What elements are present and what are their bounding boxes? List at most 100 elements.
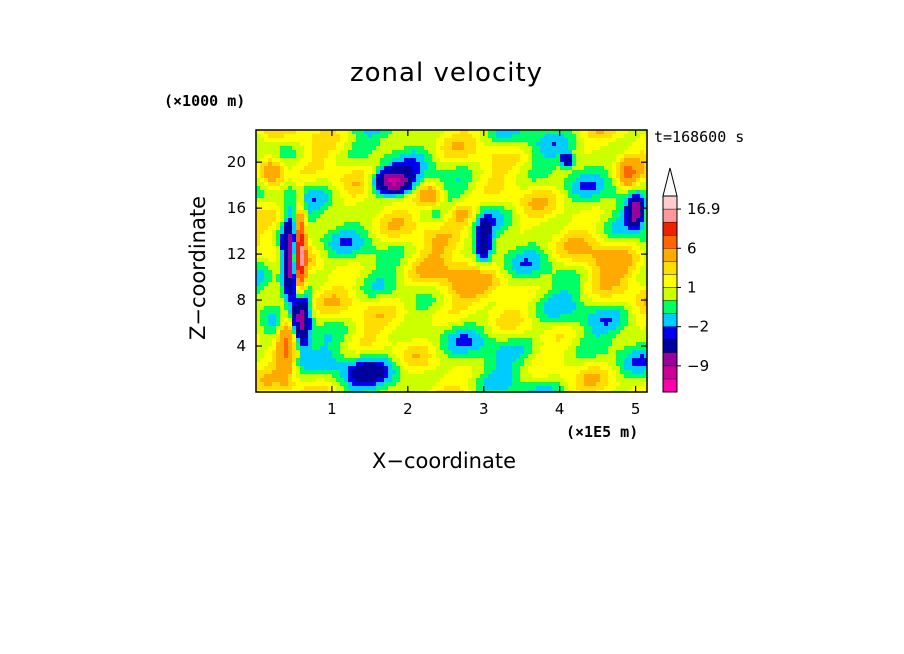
heatmap-cell <box>260 258 265 263</box>
heatmap-cell <box>632 162 637 167</box>
heatmap-cell <box>512 290 517 295</box>
heatmap-cell <box>544 210 549 215</box>
heatmap-cell <box>428 330 433 335</box>
heatmap-cell <box>500 302 505 307</box>
heatmap-cell <box>488 254 493 259</box>
heatmap-cell <box>356 310 361 315</box>
heatmap-cell <box>268 270 273 275</box>
heatmap-cell <box>332 162 337 167</box>
heatmap-cell <box>576 270 581 275</box>
heatmap-cell <box>344 290 349 295</box>
heatmap-cell <box>520 218 525 223</box>
heatmap-cell <box>304 218 309 223</box>
heatmap-cell <box>280 222 285 227</box>
heatmap-cell <box>312 130 317 135</box>
heatmap-cell <box>472 178 477 183</box>
heatmap-cell <box>384 130 389 135</box>
heatmap-cell <box>260 330 265 335</box>
heatmap-cell <box>272 326 277 331</box>
heatmap-cell <box>272 170 277 175</box>
heatmap-cell <box>564 158 569 163</box>
heatmap-cell <box>612 174 617 179</box>
heatmap-cell <box>600 206 605 211</box>
heatmap-cell <box>632 190 637 195</box>
heatmap-cell <box>296 302 301 307</box>
heatmap-cell <box>348 278 353 283</box>
heatmap-cell <box>352 322 357 327</box>
heatmap-cell <box>524 166 529 171</box>
heatmap-cell <box>524 298 529 303</box>
heatmap-cell <box>536 258 541 263</box>
heatmap-cell <box>620 230 625 235</box>
heatmap-cell <box>624 258 629 263</box>
heatmap-cell <box>556 290 561 295</box>
heatmap-cell <box>584 246 589 251</box>
heatmap-cell <box>536 166 541 171</box>
heatmap-cell <box>376 298 381 303</box>
heatmap-cell <box>408 146 413 151</box>
heatmap-cell <box>348 314 353 319</box>
heatmap-cell <box>564 274 569 279</box>
heatmap-cell <box>488 162 493 167</box>
heatmap-cell <box>552 218 557 223</box>
heatmap-cell <box>508 146 513 151</box>
heatmap-cell <box>528 310 533 315</box>
heatmap-cell <box>280 194 285 199</box>
heatmap-cell <box>320 210 325 215</box>
heatmap-cell <box>392 214 397 219</box>
heatmap-cell <box>468 190 473 195</box>
heatmap-cell <box>440 318 445 323</box>
heatmap-cell <box>304 254 309 259</box>
heatmap-cell <box>300 266 305 271</box>
heatmap-cell <box>408 174 413 179</box>
heatmap-cell <box>608 182 613 187</box>
heatmap-cell <box>308 282 313 287</box>
heatmap-cell <box>304 194 309 199</box>
heatmap-cell <box>272 174 277 179</box>
heatmap-cell <box>380 130 385 135</box>
heatmap-cell <box>300 210 305 215</box>
heatmap-cell <box>388 134 393 139</box>
heatmap-cell <box>584 218 589 223</box>
heatmap-cell <box>256 246 261 251</box>
heatmap-cell <box>412 158 417 163</box>
heatmap-cell <box>484 178 489 183</box>
heatmap-cell <box>344 230 349 235</box>
heatmap-cell <box>328 274 333 279</box>
heatmap-cell <box>260 298 265 303</box>
heatmap-cell <box>636 170 641 175</box>
heatmap-cell <box>300 130 305 135</box>
heatmap-cell <box>380 246 385 251</box>
heatmap-cell <box>352 254 357 259</box>
heatmap-cell <box>428 238 433 243</box>
heatmap-cell <box>376 134 381 139</box>
heatmap-cell <box>448 250 453 255</box>
heatmap-cell <box>520 170 525 175</box>
heatmap-cell <box>424 210 429 215</box>
heatmap-cell <box>344 262 349 267</box>
heatmap-cell <box>568 210 573 215</box>
heatmap-cell <box>364 282 369 287</box>
heatmap-cell <box>440 234 445 239</box>
heatmap-cell <box>608 238 613 243</box>
heatmap-cell <box>552 258 557 263</box>
heatmap-cell <box>288 206 293 211</box>
heatmap-cell <box>460 314 465 319</box>
heatmap-cell <box>572 278 577 283</box>
heatmap-cell <box>380 302 385 307</box>
heatmap-cell <box>352 310 357 315</box>
heatmap-cell <box>316 290 321 295</box>
heatmap-cell <box>316 154 321 159</box>
heatmap-cell <box>436 134 441 139</box>
heatmap-cell <box>320 306 325 311</box>
heatmap-cell <box>452 298 457 303</box>
heatmap-cell <box>428 190 433 195</box>
heatmap-cell <box>372 254 377 259</box>
heatmap-cell <box>340 234 345 239</box>
heatmap-cell <box>284 306 289 311</box>
heatmap-cell <box>604 190 609 195</box>
heatmap-cell <box>636 330 641 335</box>
heatmap-cell <box>476 162 481 167</box>
heatmap-cell <box>596 322 601 327</box>
heatmap-cell <box>548 298 553 303</box>
